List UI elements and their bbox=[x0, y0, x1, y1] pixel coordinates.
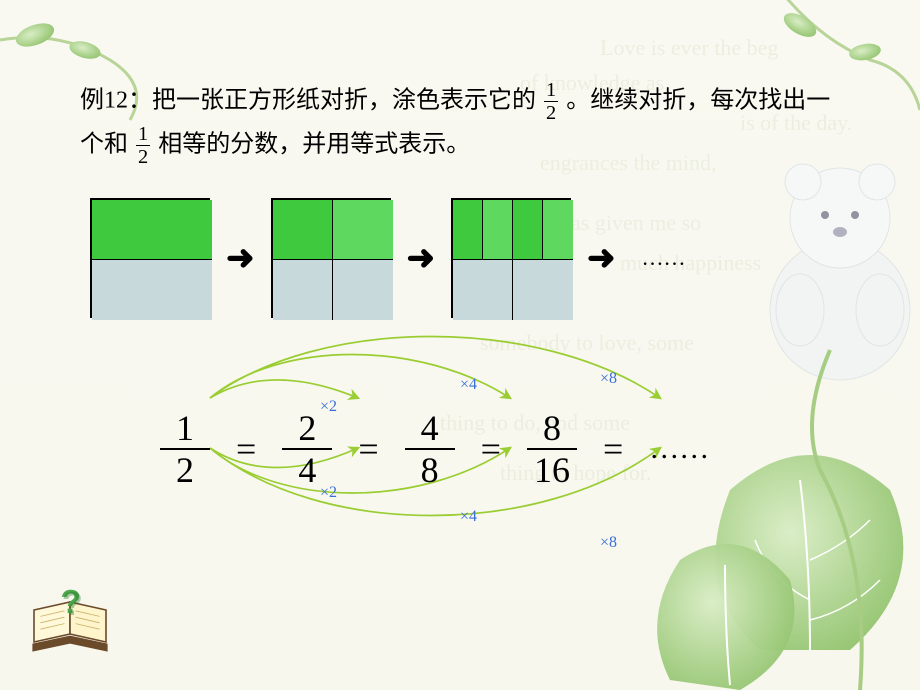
equation-area: 12=24=48=816=…… ×2×2×4×4×8×8 bbox=[160, 408, 840, 608]
frac-num: 1 bbox=[544, 80, 558, 100]
book-question-icon: ? ? bbox=[24, 586, 124, 666]
problem-text: 例12：把一张正方形纸对折，涂色表示它的 1 2 。继续对折，每次找出一个和 1… bbox=[80, 80, 840, 168]
arc-label: ×8 bbox=[600, 534, 617, 552]
arc-label: ×4 bbox=[460, 376, 477, 394]
square-cell-top bbox=[273, 200, 333, 260]
square-cell-bottom bbox=[513, 260, 573, 320]
ellipsis: …… bbox=[642, 245, 686, 271]
problem-prefix: 例12：把一张正方形纸对折，涂色表示它的 bbox=[80, 87, 542, 113]
arc-label: ×2 bbox=[320, 484, 337, 502]
arrow-icon: ➜ bbox=[407, 238, 436, 278]
frac-den: 16 bbox=[528, 450, 576, 490]
frac-den: 2 bbox=[170, 450, 200, 490]
frac-num: 8 bbox=[537, 408, 567, 448]
square-cell-top bbox=[483, 200, 513, 260]
square-cell-bottom bbox=[333, 260, 393, 320]
fraction: 48 bbox=[405, 408, 455, 490]
square-cell-top bbox=[92, 200, 212, 260]
folded-square bbox=[451, 198, 571, 318]
equals-sign: = bbox=[577, 428, 649, 470]
fraction-inline: 1 2 bbox=[544, 80, 558, 124]
folded-square bbox=[90, 198, 210, 318]
frac-num: 4 bbox=[415, 408, 445, 448]
arc-label: ×8 bbox=[600, 370, 617, 388]
equals-sign: = bbox=[332, 428, 404, 470]
square-cell-bottom bbox=[273, 260, 333, 320]
fraction-inline: 1 2 bbox=[136, 124, 150, 168]
frac-den: 4 bbox=[292, 450, 322, 490]
arc-label: ×4 bbox=[460, 508, 477, 526]
frac-num: 1 bbox=[170, 408, 200, 448]
arrow-icon: ➜ bbox=[587, 238, 616, 278]
squares-row: ➜ ➜ ➜ …… bbox=[90, 198, 840, 318]
main-content: 例12：把一张正方形纸对折，涂色表示它的 1 2 。继续对折，每次找出一个和 1… bbox=[0, 0, 920, 608]
equation-row: 12=24=48=816=…… bbox=[160, 408, 840, 490]
frac-num: 2 bbox=[292, 408, 322, 448]
frac-den: 2 bbox=[544, 103, 558, 123]
arc-path bbox=[210, 336, 660, 398]
fraction: 12 bbox=[160, 408, 210, 490]
square-cell-bottom bbox=[453, 260, 513, 320]
arrow-icon: ➜ bbox=[226, 238, 255, 278]
svg-text:?: ? bbox=[62, 586, 83, 623]
frac-den: 8 bbox=[415, 450, 445, 490]
trailing-ellipsis: …… bbox=[649, 432, 709, 466]
square-cell-top bbox=[543, 200, 573, 260]
fraction: 816 bbox=[527, 408, 577, 490]
equals-sign: = bbox=[210, 428, 282, 470]
square-cell-top bbox=[453, 200, 483, 260]
fraction: 24 bbox=[282, 408, 332, 490]
square-cell-top bbox=[333, 200, 393, 260]
arc-path bbox=[210, 380, 358, 398]
problem-suffix: 相等的分数，并用等式表示。 bbox=[158, 131, 470, 157]
square-cell-bottom bbox=[92, 260, 212, 320]
equals-sign: = bbox=[455, 428, 527, 470]
arc-label: ×2 bbox=[320, 398, 337, 416]
frac-den: 2 bbox=[136, 147, 150, 167]
folded-square bbox=[271, 198, 391, 318]
frac-num: 1 bbox=[136, 124, 150, 144]
square-cell-top bbox=[513, 200, 543, 260]
